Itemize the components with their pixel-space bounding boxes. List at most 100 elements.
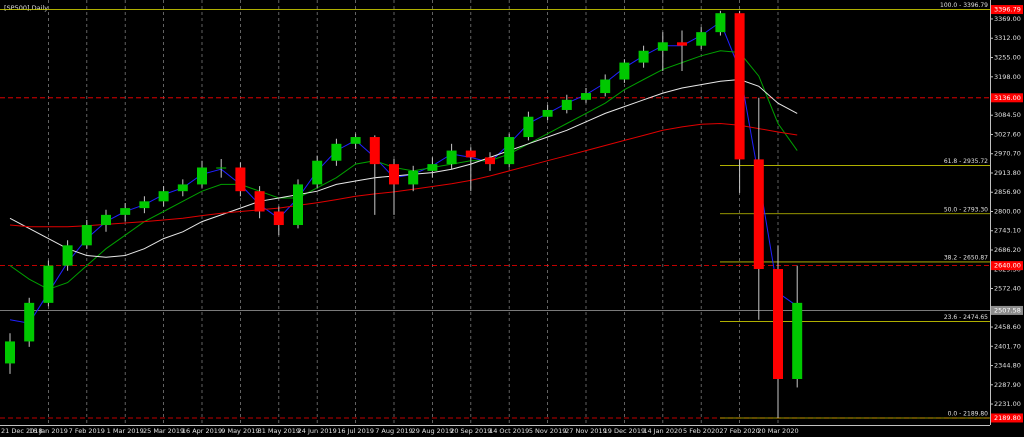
candle-body <box>293 184 303 226</box>
fib-label: 100.0 - 3396.79 <box>940 2 988 9</box>
price-tag-label: 3396.79 <box>994 6 1021 14</box>
candle-body <box>581 93 591 100</box>
candle-body <box>485 157 495 165</box>
y-tick-label: 2231.00 <box>994 400 1021 408</box>
candle-body <box>254 191 265 212</box>
fib-label: 23.6 - 2474.65 <box>944 314 988 321</box>
candle-body <box>657 42 668 51</box>
candle-body <box>638 50 649 63</box>
candle-body <box>24 302 35 342</box>
x-tick-label: 25 Mar 2019 <box>143 427 184 435</box>
price-tag-label: 2507.58 <box>994 306 1021 314</box>
candle-body <box>101 214 111 226</box>
moving-average <box>9 78 798 258</box>
price-tag-label: 3136.00 <box>994 94 1021 102</box>
fib-label: 38.2 - 2650.87 <box>944 254 988 261</box>
candle-body <box>331 143 342 161</box>
x-tick-label: 1 Mar 2019 <box>107 427 144 435</box>
y-tick-label: 3027.60 <box>994 130 1021 138</box>
x-tick-label: 24 Jun 2019 <box>298 427 337 435</box>
y-tick-label: 2913.80 <box>994 169 1021 177</box>
y-tick-label: 2572.40 <box>994 285 1021 293</box>
price-tag <box>991 93 1023 103</box>
candle-body <box>235 167 246 192</box>
x-tick-label: 16 Jan 2019 <box>29 427 68 435</box>
x-tick-label: 20 Sep 2019 <box>450 427 491 435</box>
y-tick-label: 3369.00 <box>994 15 1021 23</box>
x-tick-label: 31 May 2019 <box>258 427 300 435</box>
candle-body <box>350 137 361 144</box>
candle-body <box>734 13 745 160</box>
x-tick-label: 16 Jul 2019 <box>337 427 374 435</box>
x-tick-label: 19 Dec 2019 <box>604 427 646 435</box>
price-tag <box>991 5 1023 15</box>
candle-body <box>542 109 553 117</box>
candle-body <box>446 150 457 165</box>
x-tick-label: 5 Nov 2019 <box>529 427 567 435</box>
candle-body <box>408 170 419 185</box>
y-tick-label: 2287.90 <box>994 381 1021 389</box>
candle-body <box>197 167 207 185</box>
candle-body <box>504 137 515 165</box>
x-tick-label: 27 Feb 2020 <box>719 427 759 435</box>
y-tick-label: 2856.90 <box>994 188 1021 196</box>
price-tag-label: 2640.00 <box>994 262 1021 270</box>
candle-body <box>177 184 188 192</box>
candle-body <box>389 164 399 185</box>
candle-body <box>600 79 611 94</box>
x-tick-label: 29 Aug 2019 <box>412 427 454 435</box>
price-tag <box>991 305 1023 315</box>
y-tick-label: 2970.70 <box>994 150 1021 158</box>
chart-title: [SP500],Daily <box>4 4 48 12</box>
candle-body <box>619 62 630 80</box>
candle-body <box>120 208 131 215</box>
price-tag <box>991 413 1023 423</box>
candle-body <box>158 191 169 202</box>
x-tick-label: 7 Feb 2019 <box>69 427 105 435</box>
candle-body <box>62 245 73 266</box>
y-tick-label: 3198.00 <box>994 73 1021 81</box>
candle-body <box>81 225 92 246</box>
y-tick-label: 2458.60 <box>994 323 1021 331</box>
moving-average <box>9 50 798 290</box>
x-tick-label: 5 Feb 2020 <box>683 427 719 435</box>
candle-body <box>312 160 323 185</box>
candle-body <box>427 164 438 171</box>
candle-body <box>216 167 227 169</box>
candle-body <box>696 32 707 46</box>
candle-body <box>139 201 150 209</box>
candle-body <box>792 302 803 379</box>
candle-body <box>43 265 54 303</box>
x-tick-label: 7 Aug 2019 <box>375 427 413 435</box>
candle-body <box>773 269 783 379</box>
candle-body <box>561 99 572 110</box>
x-tick-label: 21 Dec 2018 <box>1 427 43 435</box>
moving-average <box>9 122 798 228</box>
y-tick-label: 2344.80 <box>994 362 1021 370</box>
candle-body <box>715 13 726 33</box>
fib-label: 0.0 - 2189.80 <box>948 410 989 417</box>
x-tick-label: 9 May 2019 <box>221 427 259 435</box>
fib-label: 50.0 - 2793.30 <box>944 206 988 213</box>
y-tick-label: 3255.00 <box>994 54 1021 62</box>
candle-body <box>273 211 284 226</box>
candle-body <box>369 137 380 165</box>
x-tick-label: 14 Oct 2019 <box>489 427 529 435</box>
y-tick-label: 2743.10 <box>994 227 1021 235</box>
price-tag-label: 2189.80 <box>994 414 1021 422</box>
candle-body <box>5 341 15 364</box>
candle-body <box>523 116 534 138</box>
x-tick-label: 20 Mar 2020 <box>757 427 798 435</box>
x-tick-label: 16 Apr 2019 <box>182 427 222 435</box>
x-tick-label: 27 Nov 2019 <box>565 427 607 435</box>
candle-body <box>465 150 476 158</box>
price-tag <box>991 261 1023 271</box>
y-tick-label: 2401.70 <box>994 342 1021 350</box>
y-tick-label: 3312.00 <box>994 34 1021 42</box>
x-tick-label: 14 Jan 2020 <box>643 427 682 435</box>
y-tick-label: 3084.50 <box>994 111 1021 119</box>
y-tick-label: 2800.00 <box>994 207 1021 215</box>
fib-label: 61.8 - 2935.72 <box>944 158 988 165</box>
